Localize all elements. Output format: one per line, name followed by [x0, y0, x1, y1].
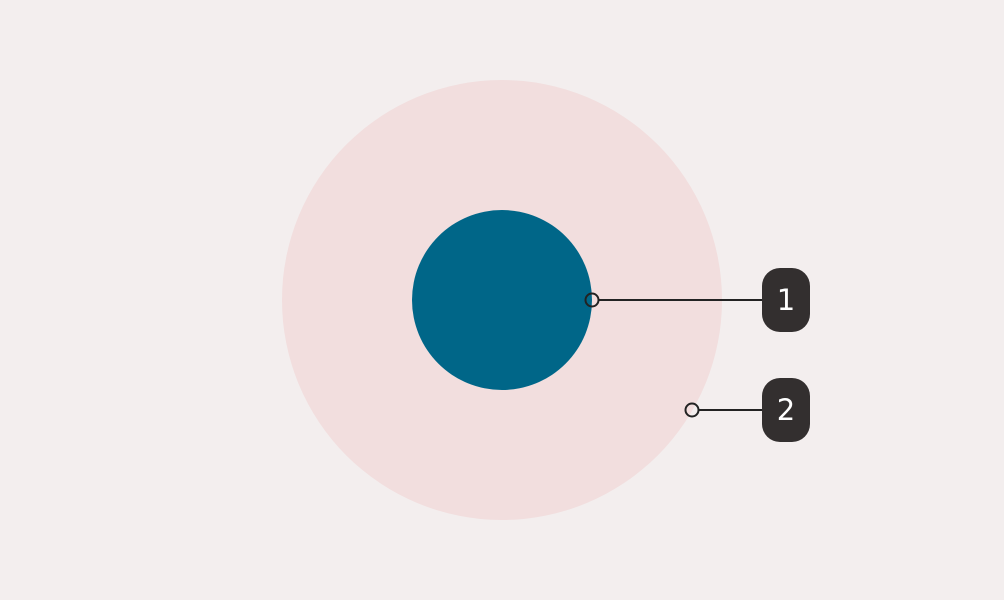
callout-label-2: 2	[776, 392, 796, 427]
inner-circle	[412, 210, 592, 390]
callout-label-1: 1	[776, 282, 796, 317]
callout-anchor-2	[684, 402, 700, 418]
callout-badge-2: 2	[762, 378, 810, 442]
callout-anchor-1	[584, 292, 600, 308]
callout-badge-1: 1	[762, 268, 810, 332]
